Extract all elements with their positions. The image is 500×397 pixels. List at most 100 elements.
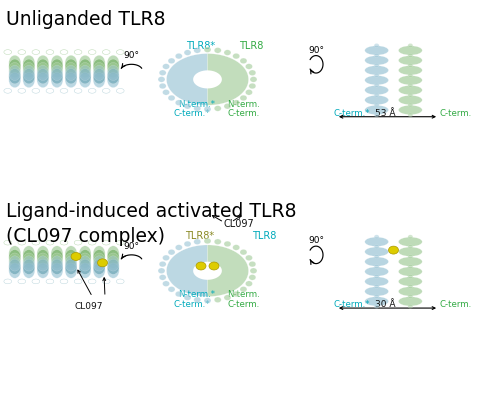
Circle shape (168, 95, 175, 101)
Circle shape (176, 291, 182, 297)
Ellipse shape (9, 59, 21, 74)
Text: TLR8: TLR8 (239, 40, 264, 51)
Circle shape (209, 262, 219, 270)
Circle shape (184, 241, 191, 247)
Circle shape (249, 70, 256, 75)
Ellipse shape (107, 55, 119, 71)
Ellipse shape (65, 62, 77, 78)
Ellipse shape (107, 246, 119, 261)
Ellipse shape (79, 65, 91, 81)
Ellipse shape (51, 69, 63, 84)
Ellipse shape (398, 237, 422, 247)
Circle shape (240, 249, 247, 255)
Ellipse shape (23, 259, 35, 274)
Text: Ligand-induced activated TLR8
(CL097 complex): Ligand-induced activated TLR8 (CL097 com… (6, 202, 296, 246)
Ellipse shape (365, 105, 388, 115)
Ellipse shape (365, 267, 388, 276)
Circle shape (374, 93, 379, 97)
Ellipse shape (9, 253, 21, 268)
Text: C-term.*: C-term.* (334, 109, 370, 118)
Text: C-term.*: C-term.* (174, 109, 210, 118)
Text: 90°: 90° (308, 46, 324, 55)
Ellipse shape (93, 253, 105, 268)
Ellipse shape (93, 55, 105, 71)
Ellipse shape (398, 105, 422, 115)
Ellipse shape (398, 66, 422, 75)
Text: C-term.*: C-term.* (174, 300, 210, 308)
Text: 90°: 90° (124, 51, 140, 60)
Ellipse shape (37, 72, 49, 88)
Circle shape (159, 261, 166, 267)
Ellipse shape (51, 250, 63, 265)
Ellipse shape (79, 246, 91, 261)
Circle shape (374, 304, 379, 308)
Ellipse shape (9, 69, 21, 84)
Circle shape (204, 106, 211, 112)
Circle shape (194, 297, 201, 303)
Ellipse shape (9, 72, 21, 88)
Ellipse shape (365, 95, 388, 105)
Text: TLR8*: TLR8* (186, 40, 215, 51)
Ellipse shape (23, 250, 35, 265)
Circle shape (374, 285, 379, 288)
Circle shape (214, 239, 221, 245)
Text: N-term.: N-term. (228, 291, 260, 299)
Ellipse shape (107, 259, 119, 274)
Ellipse shape (365, 56, 388, 65)
Ellipse shape (65, 250, 77, 265)
Ellipse shape (107, 263, 119, 278)
Circle shape (374, 235, 379, 239)
Ellipse shape (37, 55, 49, 71)
Circle shape (408, 245, 413, 249)
Circle shape (374, 43, 379, 47)
Ellipse shape (398, 95, 422, 105)
Circle shape (194, 239, 201, 245)
Circle shape (374, 73, 379, 77)
Ellipse shape (93, 250, 105, 265)
Ellipse shape (23, 253, 35, 268)
Ellipse shape (79, 69, 91, 84)
Circle shape (374, 255, 379, 259)
Ellipse shape (51, 55, 63, 71)
Ellipse shape (79, 250, 91, 265)
Ellipse shape (9, 250, 21, 265)
Circle shape (168, 58, 175, 64)
Ellipse shape (398, 75, 422, 85)
Circle shape (408, 275, 413, 279)
Ellipse shape (9, 55, 21, 71)
Ellipse shape (37, 253, 49, 268)
Text: N-term.*: N-term.* (178, 100, 216, 109)
Ellipse shape (37, 263, 49, 278)
Ellipse shape (79, 253, 91, 268)
Ellipse shape (37, 65, 49, 81)
Circle shape (246, 281, 252, 287)
Circle shape (408, 255, 413, 259)
Ellipse shape (9, 256, 21, 271)
Ellipse shape (365, 257, 388, 266)
Ellipse shape (107, 72, 119, 88)
Circle shape (176, 53, 182, 59)
Circle shape (408, 304, 413, 308)
Ellipse shape (93, 59, 105, 74)
Circle shape (204, 238, 211, 244)
Text: 53 Å: 53 Å (375, 109, 395, 118)
Ellipse shape (23, 246, 35, 261)
Circle shape (374, 245, 379, 249)
Ellipse shape (79, 59, 91, 74)
Circle shape (374, 275, 379, 279)
Ellipse shape (9, 259, 21, 274)
Circle shape (240, 95, 247, 101)
Ellipse shape (398, 85, 422, 95)
Ellipse shape (365, 46, 388, 55)
Text: C-term.: C-term. (228, 109, 260, 118)
Polygon shape (208, 54, 248, 105)
Ellipse shape (51, 72, 63, 88)
Ellipse shape (79, 62, 91, 78)
Circle shape (249, 275, 256, 280)
Circle shape (374, 53, 379, 57)
Ellipse shape (79, 259, 91, 274)
Circle shape (196, 262, 206, 270)
Ellipse shape (398, 247, 422, 256)
Circle shape (246, 64, 252, 69)
Ellipse shape (51, 256, 63, 271)
